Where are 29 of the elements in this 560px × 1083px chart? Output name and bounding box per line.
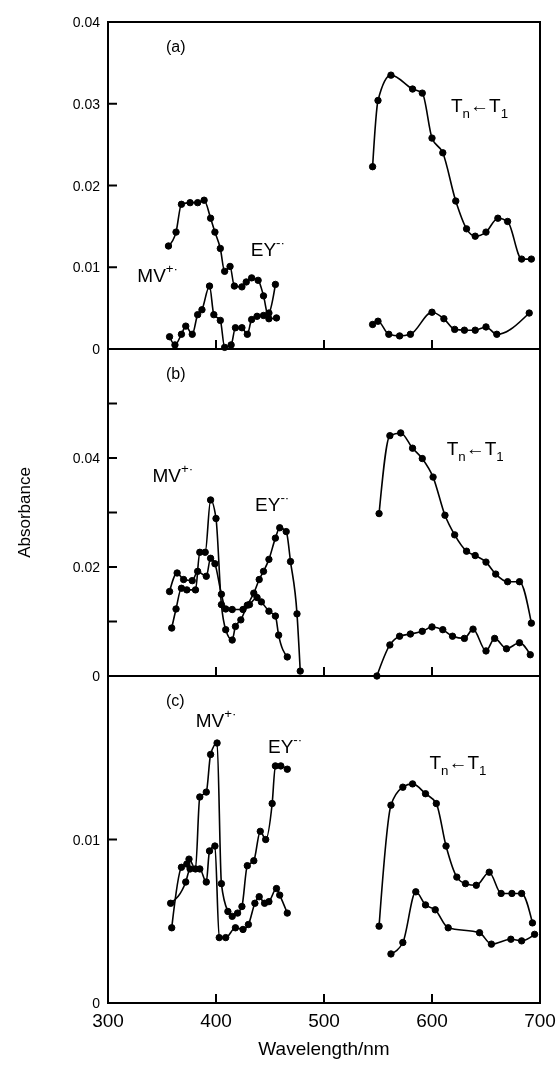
text: (a) (166, 38, 186, 55)
annotation: EY$^{-·}$ (250, 234, 285, 260)
text: (b) (166, 365, 186, 382)
annotation: MV$^{+·}$ (152, 460, 194, 486)
y-tick-label: 0.02 (72, 559, 101, 575)
x-tick-label: 500 (308, 1010, 340, 1031)
annotation: T$_{n}$←T$_{1}$ (429, 752, 487, 779)
y-tick-label: 0 (92, 341, 101, 357)
x-tick-label: 400 (200, 1010, 232, 1031)
y-tick-label: 0.03 (72, 95, 101, 112)
y-axis-title: Absorbance (15, 467, 34, 558)
x-tick-label: 300 (92, 1010, 124, 1031)
y-tick-label: 0.04 (72, 450, 101, 466)
annotation: MV$^{+·}$ (195, 705, 237, 731)
annotation: T$_{n}$←T$_{1}$ (446, 438, 504, 465)
y-tick-label: 0 (92, 668, 101, 684)
annotation: T$_{n}$←T$_{1}$ (451, 95, 509, 122)
text: (c) (166, 692, 185, 709)
y-tick-label: 0 (92, 995, 101, 1011)
annotation: MV$^{+·}$ (137, 261, 179, 287)
x-tick-label: 600 (416, 1010, 448, 1031)
y-tick-label: 0.02 (72, 177, 101, 194)
x-tick-label: 700 (524, 1010, 556, 1031)
y-tick-label: 0.01 (72, 259, 101, 276)
y-tick-label: 0.01 (72, 831, 101, 848)
y-tick-label: 0.04 (72, 14, 101, 30)
x-axis-title: Wavelength/nm (258, 1038, 390, 1059)
annotation: EY$^{-·}$ (255, 489, 290, 515)
annotation: EY$^{-·}$ (268, 731, 303, 757)
